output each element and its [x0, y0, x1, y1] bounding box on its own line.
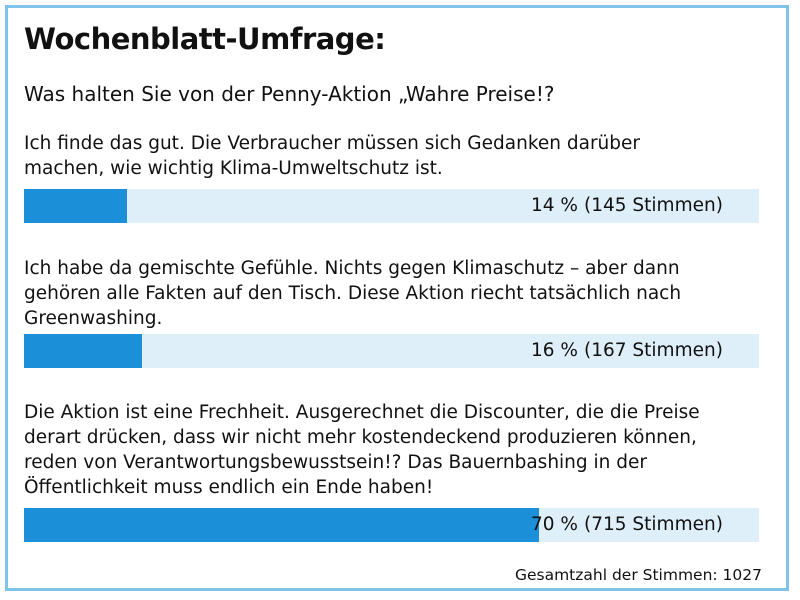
option-2-text: Ich habe da gemischte Gefühle. Nichts ge…: [24, 256, 764, 331]
option-2-bar-track: 16 % (167 Stimmen): [24, 334, 759, 368]
option-1-line-1: Ich finde das gut. Die Verbraucher müsse…: [24, 133, 641, 154]
option-3-result: 70 % (715 Stimmen): [531, 508, 723, 542]
option-2-percent: 16 %: [531, 340, 578, 361]
poll-frame: [5, 5, 789, 591]
option-2-votes: (167 Stimmen): [584, 340, 723, 361]
option-1-bar: [24, 189, 127, 223]
option-2-line-2: gehören alle Fakten auf den Tisch. Diese…: [24, 283, 682, 304]
poll-title: Wochenblatt-Umfrage:: [24, 22, 386, 56]
option-1-bar-track: 14 % (145 Stimmen): [24, 189, 759, 223]
option-2-line-1: Ich habe da gemischte Gefühle. Nichts ge…: [24, 258, 680, 279]
option-1-text: Ich finde das gut. Die Verbraucher müsse…: [24, 131, 764, 181]
poll-question: Was halten Sie von der Penny-Aktion „Wah…: [24, 82, 555, 106]
option-1-result: 14 % (145 Stimmen): [531, 189, 723, 223]
option-3-percent: 70 %: [531, 514, 578, 535]
option-1-line-2: machen, wie wichtig Klima-Umweltschutz i…: [24, 158, 443, 179]
option-1-votes: (145 Stimmen): [584, 195, 723, 216]
option-3-line-1: Die Aktion ist eine Frechheit. Ausgerech…: [24, 402, 700, 423]
option-1-percent: 14 %: [531, 195, 578, 216]
option-3-line-2: derart drücken, dass wir nicht mehr kost…: [24, 427, 697, 448]
option-3-bar-track: 70 % (715 Stimmen): [24, 508, 759, 542]
option-3-text: Die Aktion ist eine Frechheit. Ausgerech…: [24, 400, 764, 500]
option-2-line-3: Greenwashing.: [24, 308, 163, 329]
option-2-result: 16 % (167 Stimmen): [531, 334, 723, 368]
option-3-bar: [24, 508, 539, 542]
option-3-line-3: reden von Verantwortungsbewusstsein!? Da…: [24, 452, 648, 473]
option-2-bar: [24, 334, 142, 368]
option-3-votes: (715 Stimmen): [584, 514, 723, 535]
option-3-line-4: Öffentlichkeit muss endlich ein Ende hab…: [24, 477, 434, 498]
total-votes: Gesamtzahl der Stimmen: 1027: [514, 566, 762, 584]
